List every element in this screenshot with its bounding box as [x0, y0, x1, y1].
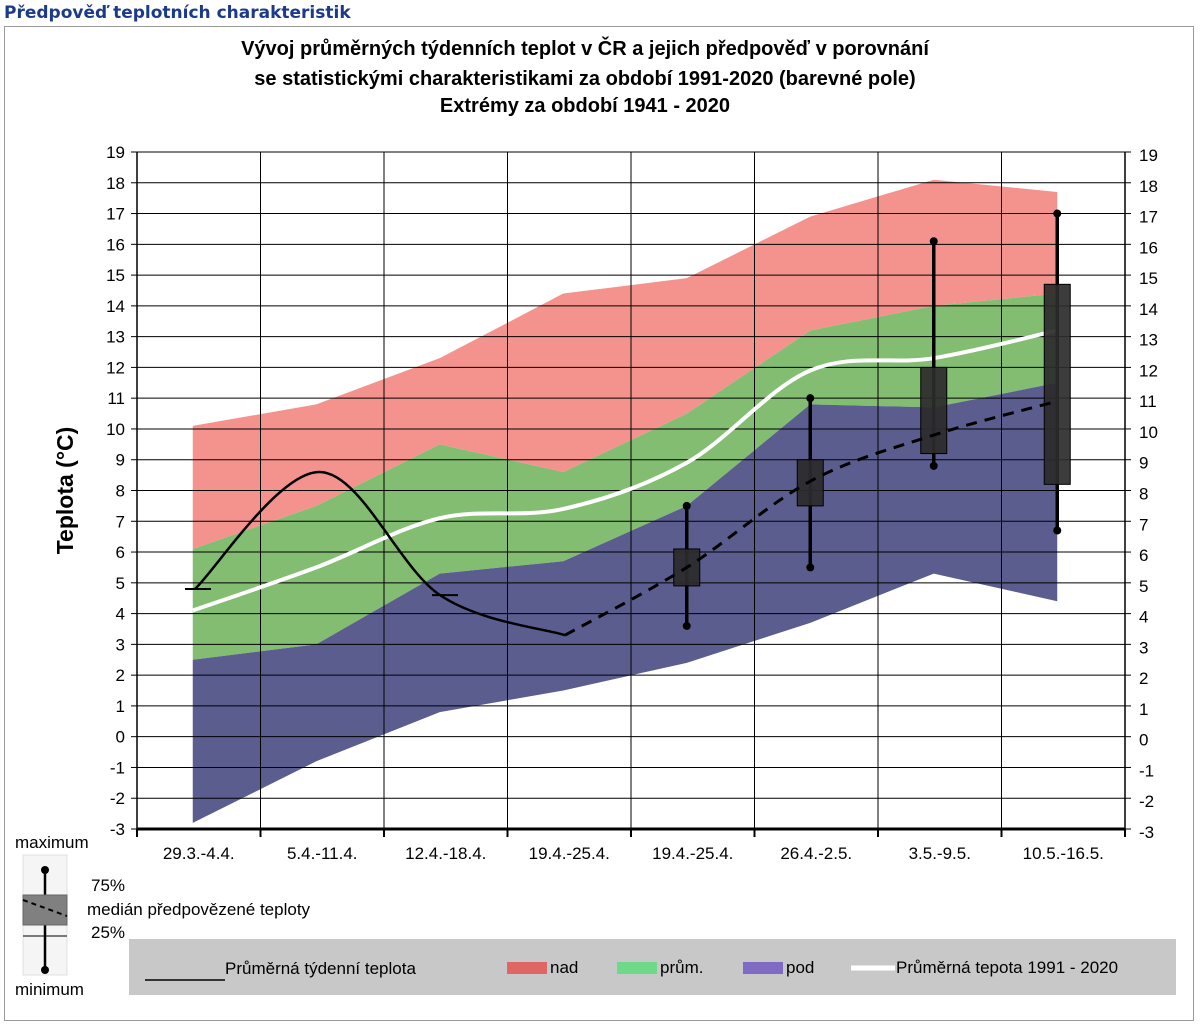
y-tick-label-right: 15: [1139, 269, 1158, 288]
box-legend-median: medián předpovězené teploty: [87, 900, 311, 919]
box-legend-median-line: [22, 899, 68, 917]
y-tick-label-left: 6: [116, 543, 125, 562]
box-legend-min-point: [41, 966, 49, 974]
band-above-normal: [192, 179, 1058, 549]
y-tick-label-left: 11: [107, 389, 125, 408]
forecast-box: [1043, 283, 1071, 485]
box-legend-minimum: minimum: [15, 980, 84, 999]
x-tick-label: 19.4.-25.4.: [652, 844, 733, 863]
band-normal: [192, 293, 1058, 660]
y-tick-label-right: -1: [1139, 761, 1154, 780]
y-tick-label-right: 17: [1139, 208, 1158, 227]
forecast-box: [920, 366, 948, 455]
chart-title-line: se statistickými charakteristikami za ob…: [254, 68, 915, 90]
y-tick-label-right: 7: [1139, 515, 1148, 534]
y-tick-label-right: 19: [1139, 146, 1158, 165]
legend-normal-swatch: [617, 962, 657, 974]
page-heading: Předpověď teplotních charakteristik: [4, 3, 351, 23]
y-tick-label-left: 5: [116, 574, 125, 593]
y-tick-label-right: 5: [1139, 577, 1148, 596]
plot-area: [136, 151, 1126, 830]
y-tick-label-left: 14: [106, 297, 125, 316]
y-tick-label-left: 12: [106, 358, 125, 377]
y-tick-label-right: -3: [1139, 823, 1154, 842]
y-axis-label: Teplota (°C): [52, 427, 78, 555]
y-tick-label-left: 4: [116, 605, 125, 624]
forecast-min-point: [682, 621, 691, 630]
y-tick-label-right: 11: [1139, 392, 1157, 411]
x-tick-label: 5.4.-11.4.: [287, 844, 358, 863]
legend-above-label: nad: [550, 958, 578, 977]
y-tick-label-left: 19: [106, 143, 125, 162]
x-tick-label: 19.4.-25.4.: [529, 844, 610, 863]
y-tick-label-right: 16: [1139, 238, 1158, 257]
y-tick-label-right: 0: [1139, 731, 1148, 750]
forecast-min-point: [929, 461, 938, 470]
legend-normal-line-label: Průměrná tepota 1991 - 2020: [896, 958, 1118, 977]
legend: Průměrná týdenní teplota nad prům. pod Průmě…: [129, 939, 1176, 995]
box-legend-q25: 25%: [91, 923, 125, 942]
y-tick-label-left: 0: [116, 728, 125, 747]
y-tick-label-right: 8: [1139, 485, 1148, 504]
box-legend: maximum 75% medián předpovězené teploty 25%…: [15, 833, 311, 999]
forecast-min-point: [1053, 526, 1062, 535]
legend-below-swatch: [743, 962, 783, 974]
x-tick-label: 29.3.-4.4.: [163, 844, 235, 863]
x-tick-label: 12.4.-18.4.: [405, 844, 486, 863]
y-tick-label-right: 2: [1139, 669, 1148, 688]
y-tick-label-right: 6: [1139, 546, 1148, 565]
forecast-max-point: [1053, 209, 1062, 218]
y-tick-label-left: 16: [106, 235, 125, 254]
box-legend-maximum: maximum: [15, 833, 89, 852]
chart-frame: Vývoj průměrných týdenních teplot v ČR a…: [4, 26, 1194, 1021]
y-tick-label-right: 4: [1139, 608, 1148, 627]
normal-1991-2020-line: [192, 328, 1058, 613]
y-tick-label-left: 13: [106, 328, 125, 347]
y-tick-label-right: 12: [1139, 361, 1158, 380]
chart-title-line: Vývoj průměrných týdenních teplot v ČR a…: [241, 36, 930, 60]
chart-title-line: Extrémy za období 1941 - 2020: [440, 95, 730, 117]
forecast-max-point: [682, 501, 691, 510]
legend-above-swatch: [507, 962, 547, 974]
y-tick-label-right: 10: [1139, 423, 1158, 442]
band-below-normal: [192, 382, 1058, 823]
y-tick-label-left: 1: [116, 697, 125, 716]
x-tick-label: 10.5.-16.5.: [1023, 844, 1104, 863]
y-tick-label-right: -2: [1139, 792, 1154, 811]
y-tick-label-left: 18: [106, 174, 125, 193]
y-tick-label-right: 14: [1139, 300, 1158, 319]
y-tick-label-right: 9: [1139, 454, 1148, 473]
y-tick-label-right: 3: [1139, 638, 1148, 657]
legend-normal-label: prům.: [660, 958, 703, 977]
y-tick-label-left: 17: [106, 205, 125, 224]
temperature-chart: Vývoj průměrných týdenních teplot v ČR a…: [15, 36, 1176, 999]
forecast-max-point: [806, 394, 815, 403]
y-tick-label-left: 15: [106, 266, 125, 285]
box-legend-q75: 75%: [91, 876, 125, 895]
observed-weekly-line: [194, 470, 566, 637]
y-tick-label-left: -3: [110, 820, 125, 839]
y-tick-label-right: 13: [1139, 331, 1158, 350]
forecast-max-point: [929, 237, 938, 246]
chart-titles: Vývoj průměrných týdenních teplot v ČR a…: [241, 36, 930, 117]
y-tick-label-left: 10: [106, 420, 125, 439]
y-tick-label-left: 7: [116, 512, 125, 531]
legend-observed-label: Průměrná týdenní teplota: [225, 959, 416, 978]
y-tick-label-right: 18: [1139, 177, 1158, 196]
y-tick-label-left: 3: [116, 635, 125, 654]
x-tick-label: 26.4.-2.5.: [780, 844, 852, 863]
y-tick-label-left: 8: [116, 482, 125, 501]
forecast-median-line: [564, 399, 1058, 637]
y-tick-label-left: 9: [116, 451, 125, 470]
y-tick-label-right: 1: [1139, 700, 1148, 719]
y-tick-label-left: -1: [110, 758, 125, 777]
forecast-min-point: [806, 563, 815, 572]
y-tick-label-left: 2: [116, 666, 125, 685]
box-legend-max-point: [41, 866, 49, 874]
legend-below-label: pod: [786, 958, 814, 977]
box-legend-box: [22, 894, 68, 926]
y-tick-label-left: -2: [110, 789, 125, 808]
x-tick-label: 3.5.-9.5.: [909, 844, 971, 863]
